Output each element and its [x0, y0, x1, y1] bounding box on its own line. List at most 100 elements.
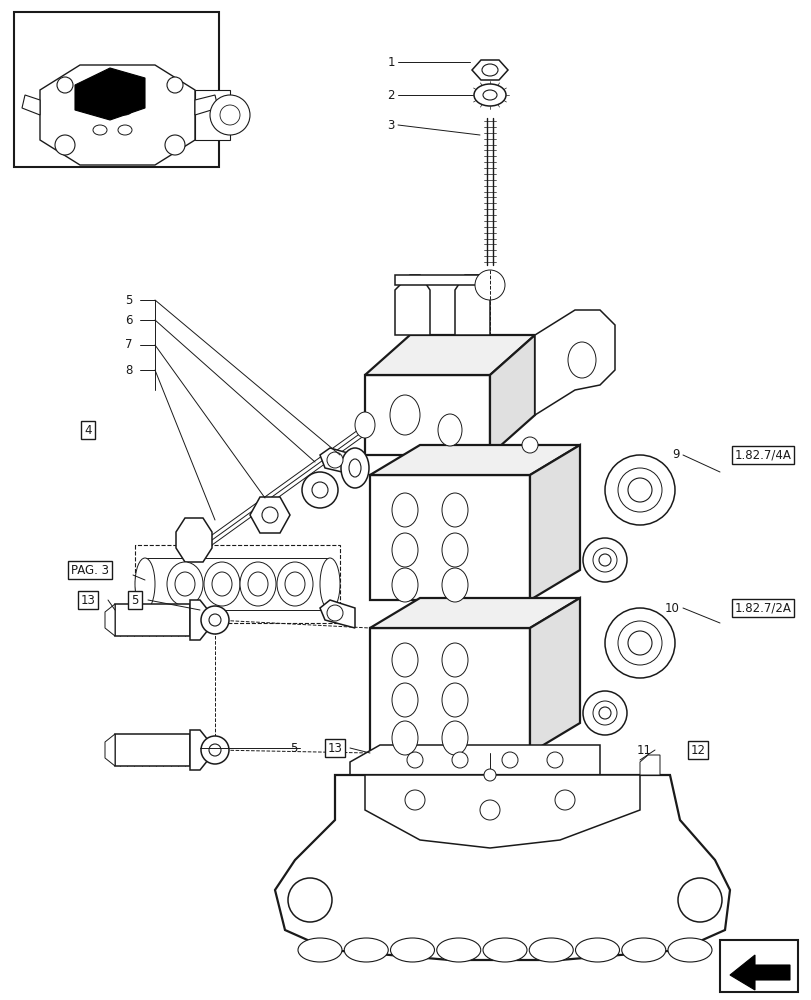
- Ellipse shape: [277, 562, 312, 606]
- Circle shape: [604, 455, 674, 525]
- Circle shape: [452, 752, 467, 768]
- Polygon shape: [471, 60, 508, 80]
- Ellipse shape: [621, 938, 665, 962]
- Text: 4: 4: [84, 424, 92, 436]
- Polygon shape: [350, 745, 599, 775]
- Polygon shape: [105, 604, 115, 636]
- Circle shape: [57, 77, 73, 93]
- Ellipse shape: [118, 125, 132, 135]
- Ellipse shape: [212, 572, 232, 596]
- Circle shape: [311, 482, 328, 498]
- Text: 12: 12: [689, 744, 705, 756]
- Ellipse shape: [175, 572, 195, 596]
- Ellipse shape: [483, 90, 496, 100]
- Ellipse shape: [437, 414, 461, 446]
- Polygon shape: [320, 600, 354, 628]
- Text: 13: 13: [80, 593, 96, 606]
- Text: 5: 5: [126, 294, 133, 306]
- Polygon shape: [115, 604, 190, 636]
- Polygon shape: [729, 955, 789, 990]
- Polygon shape: [190, 730, 208, 770]
- Polygon shape: [394, 275, 430, 335]
- Polygon shape: [394, 275, 489, 285]
- Text: 5: 5: [131, 593, 139, 606]
- Circle shape: [521, 437, 538, 453]
- Ellipse shape: [392, 533, 418, 567]
- Ellipse shape: [298, 938, 341, 962]
- Ellipse shape: [667, 938, 711, 962]
- Ellipse shape: [167, 562, 203, 606]
- Text: 13: 13: [327, 742, 342, 754]
- Circle shape: [479, 800, 500, 820]
- Polygon shape: [22, 95, 40, 115]
- Polygon shape: [105, 734, 115, 766]
- Polygon shape: [370, 598, 579, 628]
- Polygon shape: [190, 600, 208, 640]
- Ellipse shape: [240, 562, 276, 606]
- Polygon shape: [489, 335, 534, 455]
- Text: 1.82.7/2A: 1.82.7/2A: [734, 601, 791, 614]
- Circle shape: [582, 691, 626, 735]
- Circle shape: [474, 270, 504, 300]
- Polygon shape: [370, 475, 530, 600]
- Ellipse shape: [529, 938, 573, 962]
- Ellipse shape: [285, 572, 305, 596]
- Polygon shape: [370, 628, 530, 753]
- Circle shape: [592, 701, 616, 725]
- Text: 3: 3: [387, 119, 394, 132]
- Ellipse shape: [441, 643, 467, 677]
- Polygon shape: [115, 734, 190, 766]
- Ellipse shape: [204, 562, 240, 606]
- Text: 5: 5: [290, 742, 298, 754]
- Circle shape: [617, 468, 661, 512]
- Text: 10: 10: [664, 601, 679, 614]
- Circle shape: [627, 631, 651, 655]
- Ellipse shape: [320, 558, 340, 610]
- Circle shape: [599, 554, 610, 566]
- Polygon shape: [365, 335, 534, 375]
- Ellipse shape: [341, 448, 368, 488]
- Text: 9: 9: [672, 448, 679, 462]
- Circle shape: [208, 614, 221, 626]
- Polygon shape: [530, 445, 579, 600]
- Text: 2: 2: [387, 89, 394, 102]
- Circle shape: [220, 105, 240, 125]
- Circle shape: [201, 736, 229, 764]
- Ellipse shape: [575, 938, 619, 962]
- Circle shape: [677, 878, 721, 922]
- Bar: [719, 940, 797, 992]
- Ellipse shape: [436, 938, 480, 962]
- Ellipse shape: [392, 568, 418, 602]
- Ellipse shape: [482, 64, 497, 76]
- Circle shape: [201, 606, 229, 634]
- Polygon shape: [639, 755, 659, 775]
- Circle shape: [165, 135, 185, 155]
- Circle shape: [405, 790, 424, 810]
- Text: 1: 1: [387, 56, 394, 69]
- Bar: [14, 12, 219, 167]
- Circle shape: [592, 548, 616, 572]
- Ellipse shape: [118, 105, 132, 115]
- Polygon shape: [195, 90, 230, 140]
- Circle shape: [483, 769, 496, 781]
- Circle shape: [604, 608, 674, 678]
- Polygon shape: [275, 775, 729, 960]
- Ellipse shape: [441, 721, 467, 755]
- Polygon shape: [250, 497, 290, 533]
- Polygon shape: [40, 65, 195, 165]
- Polygon shape: [145, 558, 329, 610]
- Ellipse shape: [441, 493, 467, 527]
- Circle shape: [208, 744, 221, 756]
- Ellipse shape: [392, 683, 418, 717]
- Circle shape: [262, 507, 277, 523]
- Circle shape: [554, 790, 574, 810]
- Text: 6: 6: [126, 314, 133, 326]
- Circle shape: [582, 538, 626, 582]
- Ellipse shape: [474, 84, 505, 106]
- Ellipse shape: [390, 938, 434, 962]
- Ellipse shape: [135, 558, 155, 610]
- Polygon shape: [370, 445, 579, 475]
- Ellipse shape: [247, 572, 268, 596]
- Ellipse shape: [354, 412, 375, 438]
- Circle shape: [327, 452, 342, 468]
